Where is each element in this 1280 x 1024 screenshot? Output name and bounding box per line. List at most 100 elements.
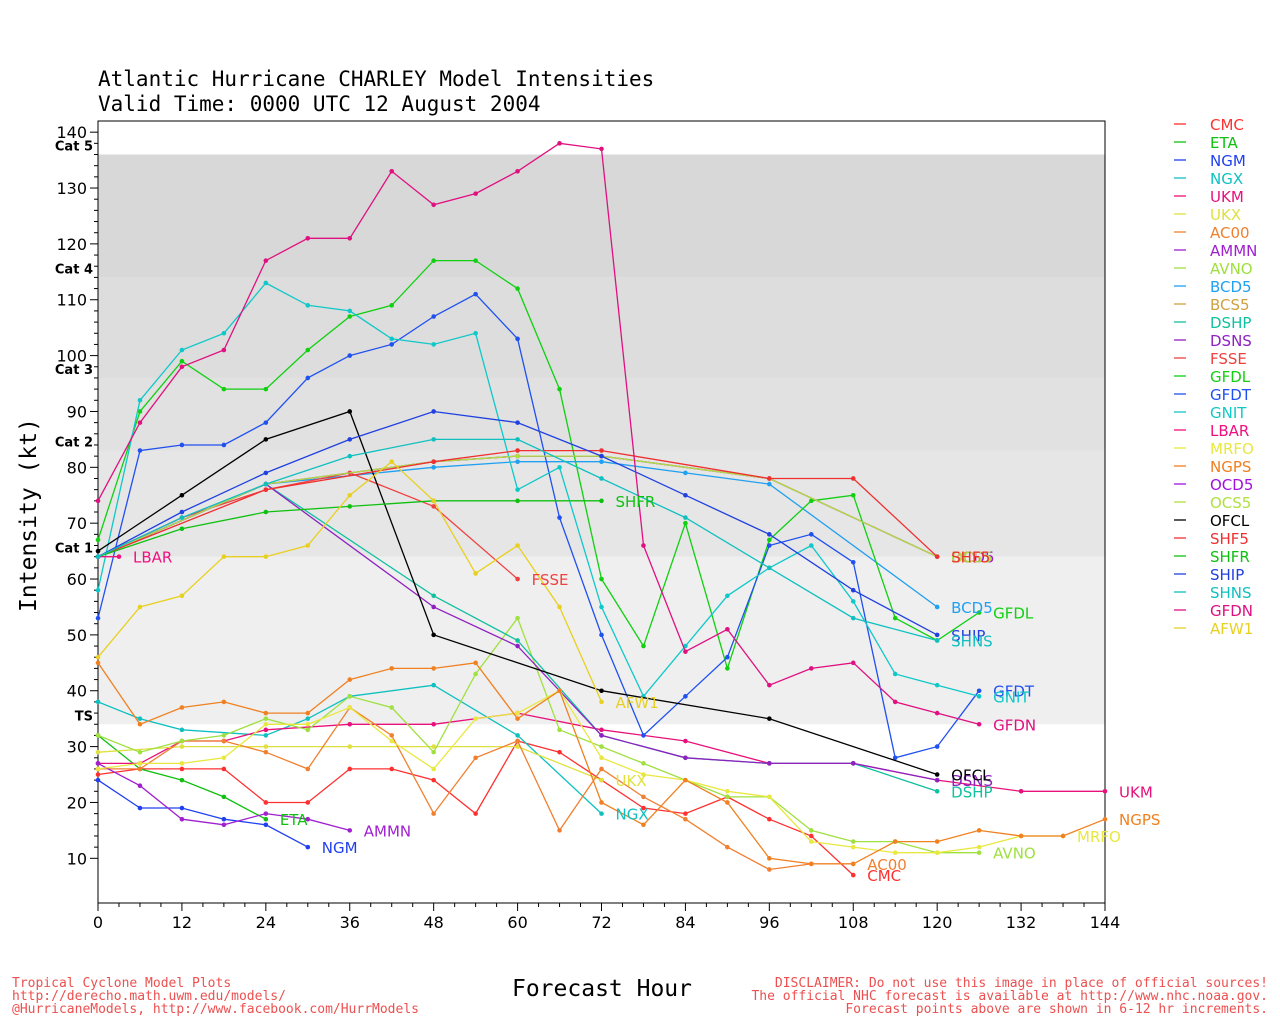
series-point (599, 146, 604, 152)
series-end-label: SHFR (616, 493, 656, 511)
series-point (179, 442, 185, 448)
series-point (389, 342, 395, 347)
series-point (976, 828, 982, 833)
legend-entry: UKM (1210, 188, 1244, 206)
series-gfdn (95, 141, 982, 727)
series-point (892, 839, 898, 844)
series-end-label: AVNO (993, 845, 1036, 863)
series-point (473, 716, 478, 721)
series-point (515, 498, 520, 504)
series-point (599, 576, 604, 582)
series-point (976, 610, 982, 615)
x-tick-label: 144 (1090, 913, 1121, 932)
legend-entry: OCD5 (1210, 476, 1253, 494)
y-tick-label: 10 (67, 849, 87, 868)
series-point (179, 515, 185, 520)
category-label: Cat 1 (55, 542, 93, 557)
series-point (95, 587, 101, 593)
series-point (347, 721, 353, 727)
series-end-label: GNIT (993, 688, 1030, 706)
series-point (305, 727, 311, 733)
series-point (347, 492, 353, 498)
series-point (137, 766, 143, 772)
series-point (263, 481, 269, 487)
series-point (767, 532, 772, 537)
legend-entry: CMC (1210, 116, 1244, 134)
category-band (98, 450, 1105, 557)
series-ammn (95, 761, 353, 833)
series-point (683, 816, 688, 822)
series-line (97, 461, 938, 608)
footer-left-line-1: Tropical Cyclone Model Plots (12, 976, 231, 991)
series-point (221, 766, 227, 772)
series-point (305, 710, 311, 716)
series-point (179, 727, 185, 733)
series-end-label: AMMN (364, 822, 411, 840)
series-end-label: LBAR (133, 549, 172, 567)
series-line (97, 410, 938, 776)
series-point (641, 643, 646, 649)
series-point (641, 794, 646, 800)
series-point (137, 749, 143, 755)
series-end-label: NGX (616, 806, 649, 824)
series-point (179, 816, 185, 822)
series-point (137, 448, 143, 453)
series-point (934, 788, 940, 794)
series-point (263, 437, 269, 442)
series-point (725, 844, 730, 850)
series-ofcl (95, 409, 940, 777)
series-point (305, 303, 311, 308)
series-ngm (95, 777, 311, 850)
series-end-label: FSSE (532, 571, 569, 589)
series-end-label: SHNS (951, 632, 993, 650)
series-point (767, 476, 772, 481)
series-point (347, 744, 353, 749)
series-point (179, 358, 185, 364)
series-point (95, 733, 101, 738)
series-point (557, 604, 562, 610)
y-tick-label: 120 (56, 235, 87, 254)
series-point (515, 543, 520, 548)
legend-entry: NGPS (1210, 458, 1251, 476)
series-point (431, 465, 436, 470)
x-tick-label: 36 (340, 913, 360, 932)
series-point (683, 515, 688, 520)
series-point (263, 470, 269, 476)
x-tick-label: 96 (759, 913, 779, 932)
series-point (515, 744, 520, 749)
x-tick-label: 0 (93, 913, 103, 932)
series-point (305, 816, 311, 822)
series-point (431, 632, 436, 638)
series-point (515, 615, 520, 621)
series-point (347, 705, 353, 710)
x-tick-label: 60 (507, 913, 527, 932)
series-point (683, 694, 688, 699)
legend-entry: NGM (1210, 152, 1246, 170)
series-point (767, 481, 772, 487)
series-point (305, 375, 311, 381)
series-end-label: OFCL (951, 767, 991, 785)
series-point (347, 437, 353, 442)
chart-subtitle: Valid Time: 0000 UTC 12 August 2004 (98, 92, 541, 116)
series-point (389, 733, 395, 738)
y-tick-label: 20 (67, 793, 87, 812)
series-point (347, 453, 353, 459)
y-tick-label: 100 (56, 347, 87, 366)
x-tick-label: 72 (591, 913, 611, 932)
series-point (221, 755, 227, 761)
series-point (116, 554, 122, 559)
series-point (934, 839, 940, 844)
series-point (263, 733, 269, 738)
series-point (934, 710, 940, 716)
legend-entry: NGX (1210, 170, 1243, 188)
series-point (473, 258, 478, 263)
series-point (725, 794, 730, 800)
series-point (263, 386, 269, 392)
series-point (892, 615, 898, 621)
series-ukx (95, 744, 604, 783)
series-afw1 (95, 459, 604, 705)
legend-entry: BCS5 (1210, 296, 1250, 314)
series-point (515, 336, 520, 342)
series-point (767, 794, 772, 800)
series-point (263, 509, 269, 515)
